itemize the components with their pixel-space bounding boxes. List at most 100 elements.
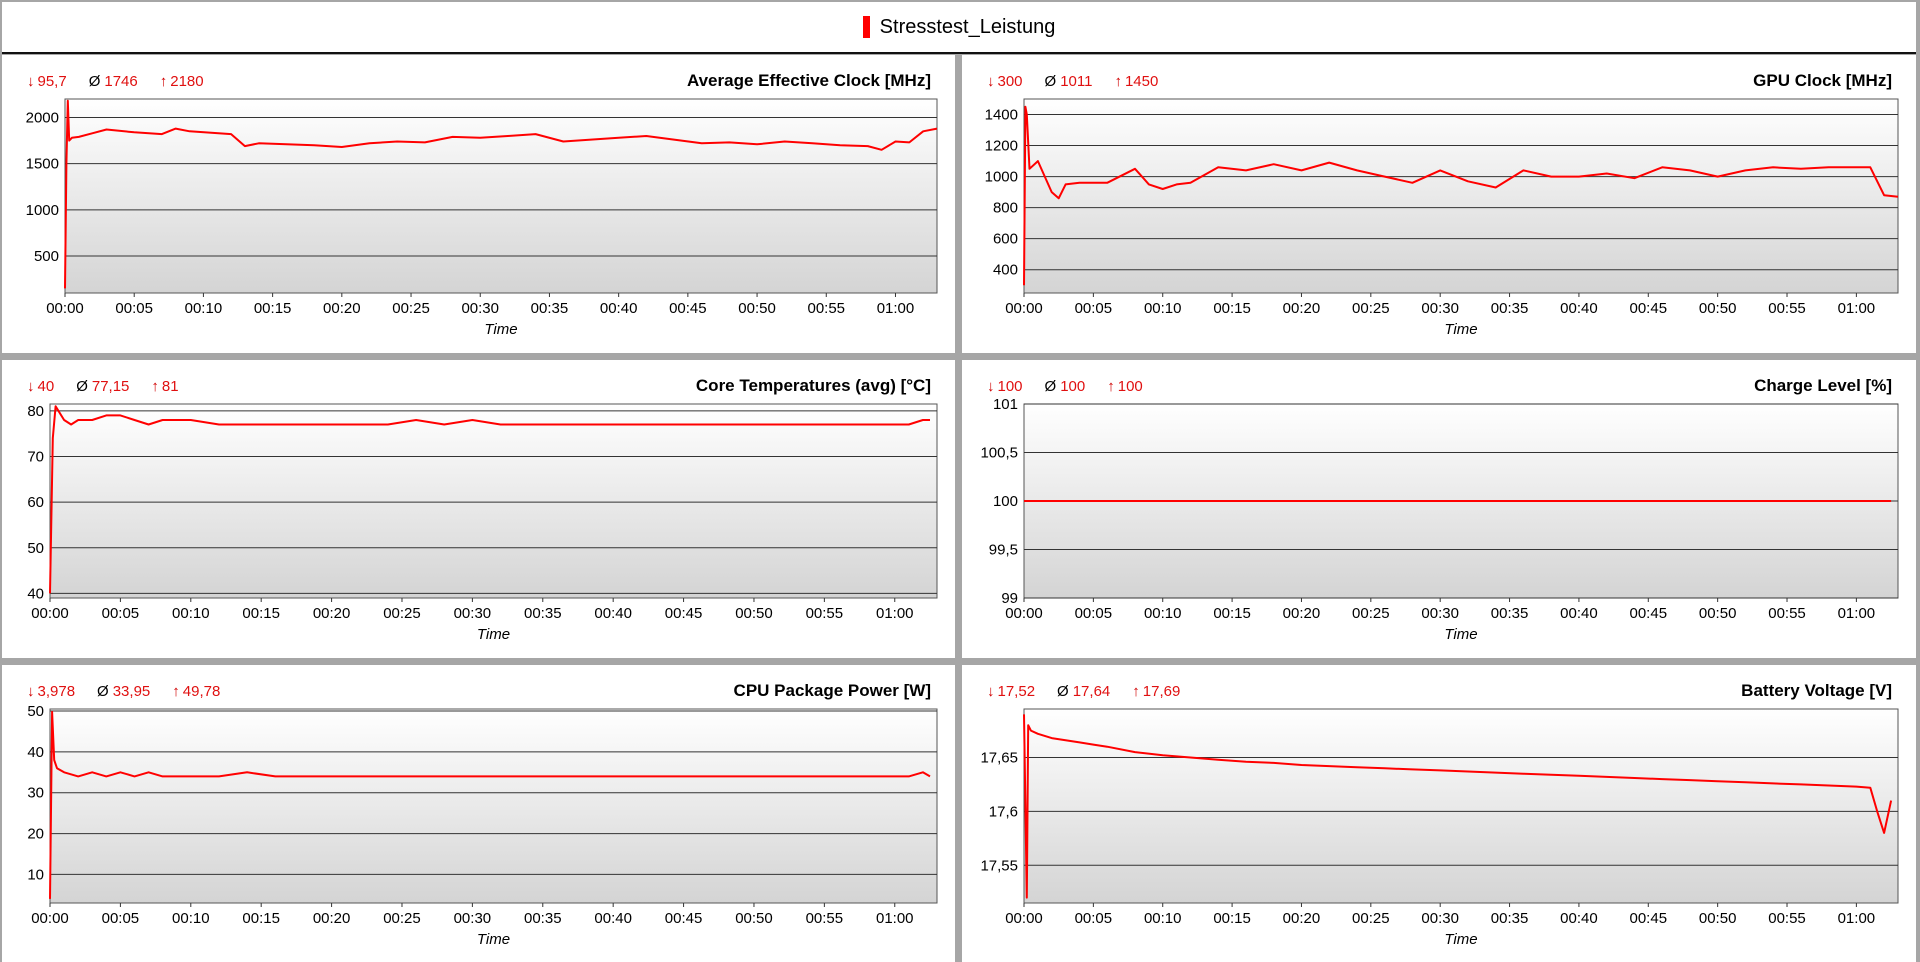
chart-svg: 99 99,5 100 100,5 101 00:00 00:05 00:10 00:15 00:… [980, 396, 1899, 643]
stat-avg-symbol: Ø [1057, 683, 1069, 700]
y-tick-label: 600 [993, 231, 1018, 248]
x-tick-label: 00:55 [1768, 300, 1806, 317]
x-axis-label: Time [477, 931, 510, 948]
x-tick-label: 01:00 [1838, 605, 1876, 622]
x-tick-label: 00:10 [1144, 300, 1182, 317]
x-tick-label: 00:45 [1630, 605, 1668, 622]
stat-avg-value: 1746 [104, 73, 138, 90]
x-tick-label: 01:00 [1838, 910, 1876, 927]
chart-title: Core Temperatures (avg) [°C] [695, 376, 931, 395]
series-line [1023, 105, 1899, 286]
y-tick-label: 800 [993, 200, 1018, 217]
stat-max: ↑ 17,69 [1132, 683, 1180, 700]
stat-min-symbol: ↓ [987, 683, 995, 700]
y-tick-label: 100,5 [980, 445, 1018, 462]
stat-avg-symbol: Ø [76, 378, 88, 395]
stats-row: ↓ 100 Ø 100 ↑ 100 [987, 378, 1165, 395]
panel-gpu-clock: 400 600 800 1000 1200 1400 00:00 00:05 00:10 00:1… [962, 55, 1916, 353]
stat-max-symbol: ↑ [1114, 73, 1122, 90]
x-tick-label: 00:45 [665, 910, 703, 927]
stat-max-symbol: ↑ [151, 378, 159, 395]
x-tick-label: 00:10 [185, 300, 223, 317]
stat-avg-symbol: Ø [88, 73, 101, 90]
x-tick-label: 00:30 [454, 605, 492, 622]
x-tick-label: 00:15 [1213, 300, 1251, 317]
stat-min: ↓ 300 [987, 73, 1023, 90]
y-tick-label: 17,55 [980, 857, 1018, 874]
stat-min: ↓ 40 [27, 378, 54, 395]
plot-area [64, 98, 938, 294]
x-tick-label: 00:35 [1491, 300, 1529, 317]
x-tick-label: 00:00 [46, 300, 84, 317]
x-tick-label: 00:30 [454, 910, 492, 927]
plot-area [49, 708, 938, 904]
y-tick-label: 1200 [985, 138, 1018, 155]
stat-min-symbol: ↓ [27, 683, 35, 700]
y-tick-label: 17,6 [989, 803, 1018, 820]
panel-charge-level: 99 99,5 100 100,5 101 00:00 00:05 00:10 00:15 00:… [962, 360, 1916, 658]
panel-core-temperatures: 40 50 60 70 80 00:00 00:05 00:10 00:15 00:20 00:25… [2, 360, 955, 658]
chart-title: Average Effective Clock [MHz] [686, 71, 931, 90]
stat-min: ↓ 17,52 [987, 683, 1035, 700]
x-tick-label: 00:40 [1560, 910, 1598, 927]
x-tick-label: 00:20 [1283, 910, 1321, 927]
y-tick-label: 17,65 [980, 750, 1018, 767]
x-tick-label: 00:25 [1352, 910, 1390, 927]
x-tick-label: 00:25 [1352, 300, 1390, 317]
stat-min: ↓ 3,978 [27, 683, 75, 700]
stats-row: ↓ 300 Ø 1011 ↑ 1450 [987, 73, 1180, 90]
x-tick-label: 00:20 [313, 910, 351, 927]
x-tick-label: 01:00 [876, 910, 914, 927]
chart-svg: 10 20 30 40 50 00:00 00:05 00:10 00:15 00:20 00:25… [27, 703, 938, 948]
x-axis-label: Time [1444, 626, 1477, 643]
stat-max: ↑ 2180 [160, 73, 204, 90]
chart-svg: 17,55 17,6 17,65 00:00 00:05 00:10 00:15 00:20 0… [980, 708, 1899, 948]
stat-min-value: 40 [37, 378, 55, 395]
stat-avg-value: 77,15 [91, 378, 130, 395]
x-tick-label: 00:00 [1005, 605, 1043, 622]
stat-max-symbol: ↑ [1132, 683, 1140, 700]
y-tick-label: 99,5 [989, 542, 1018, 559]
series-line [1023, 714, 1893, 899]
stats-row: ↓ 40 Ø 77,15 ↑ 81 [27, 378, 201, 395]
y-tick-label: 500 [34, 248, 59, 265]
plot-area [1023, 98, 1899, 294]
x-tick-label: 00:05 [102, 605, 140, 622]
x-tick-label: 00:35 [524, 605, 562, 622]
x-tick-label: 00:40 [600, 300, 638, 317]
x-tick-label: 01:00 [876, 605, 914, 622]
y-tick-label: 70 [27, 448, 44, 465]
y-tick-label: 30 [27, 785, 44, 802]
x-tick-label: 00:50 [735, 910, 773, 927]
y-tick-label: 20 [27, 826, 44, 843]
stat-min-value: 95,7 [37, 73, 67, 90]
x-tick-label: 00:00 [1005, 910, 1043, 927]
y-tick-label: 40 [27, 585, 44, 602]
stat-min-value: 3,978 [37, 683, 76, 700]
stat-min-value: 300 [997, 73, 1023, 90]
x-tick-label: 00:10 [172, 605, 210, 622]
stat-min-symbol: ↓ [27, 378, 35, 395]
stat-avg-value: 1011 [1060, 73, 1093, 90]
x-tick-label: 00:20 [323, 300, 361, 317]
x-tick-label: 00:15 [1213, 605, 1251, 622]
x-tick-label: 01:00 [877, 300, 915, 317]
x-tick-label: 00:30 [1421, 910, 1459, 927]
x-tick-label: 00:20 [1283, 605, 1321, 622]
y-tick-label: 60 [27, 494, 44, 511]
x-tick-label: 00:55 [806, 910, 844, 927]
stat-avg: Ø 100 [1045, 378, 1086, 395]
x-axis-label: Time [1444, 321, 1477, 338]
stat-max: ↑ 49,78 [172, 683, 220, 700]
stat-avg: Ø 1011 [1045, 73, 1093, 90]
stat-avg-value: 17,64 [1072, 683, 1111, 700]
panel-battery-voltage: 17,55 17,6 17,65 00:00 00:05 00:10 00:15 00:20 0… [962, 665, 1916, 962]
series-line [49, 710, 931, 899]
x-tick-label: 00:55 [1768, 910, 1806, 927]
x-tick-label: 00:35 [1491, 605, 1529, 622]
x-tick-label: 00:15 [254, 300, 292, 317]
x-tick-label: 00:00 [31, 910, 69, 927]
y-tick-label: 10 [27, 866, 44, 883]
stats-row: ↓ 95,7 Ø 1746 ↑ 2180 [27, 73, 226, 90]
x-tick-label: 00:25 [383, 605, 421, 622]
